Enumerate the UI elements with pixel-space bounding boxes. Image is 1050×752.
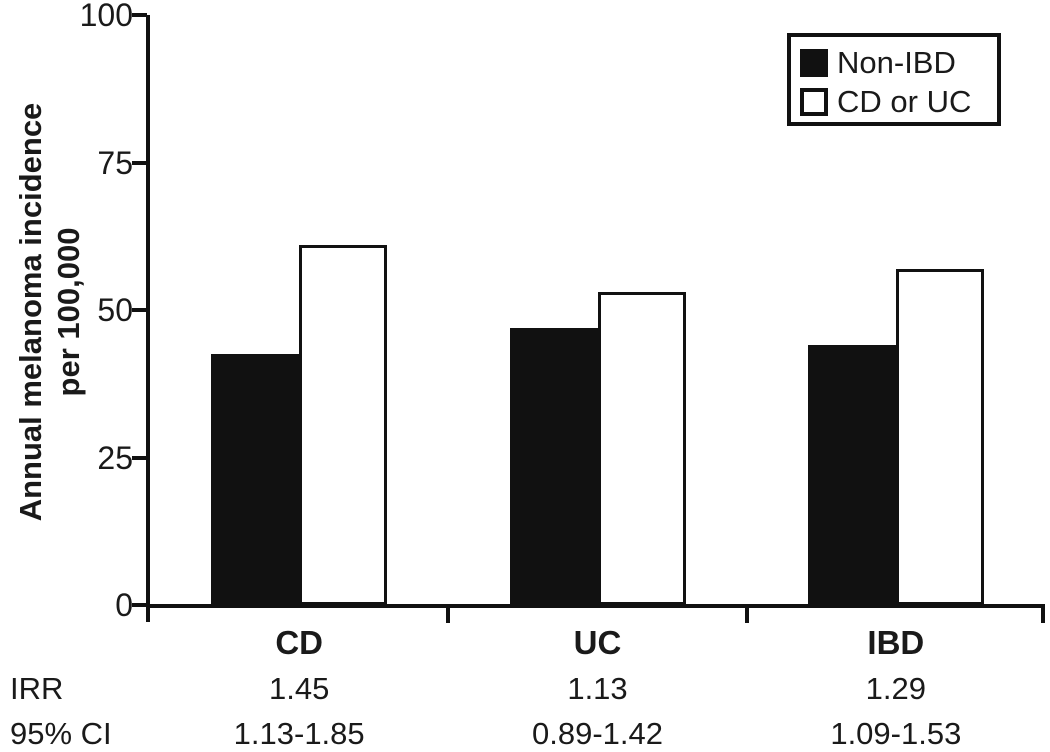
legend-swatch-open-icon — [800, 87, 828, 116]
legend-item-non-ibd: Non-IBD — [800, 43, 997, 82]
y-tick-label-0: 0 — [115, 587, 133, 623]
bar-non-ibd-cd — [211, 354, 300, 605]
category-label-uc: UC — [573, 624, 622, 661]
category-label-cd: CD — [275, 624, 323, 661]
legend-swatch-filled-icon — [800, 48, 828, 77]
bar-non-ibd-ibd — [807, 345, 896, 605]
irr-value-uc: 1.13 — [567, 671, 628, 706]
plot-area: 0 25 50 75 100 — [80, 0, 1045, 623]
x-tick-2 — [745, 606, 749, 623]
x-tick-3 — [1041, 606, 1045, 623]
irr-value-cd: 1.45 — [268, 671, 330, 706]
x-axis-line — [146, 604, 1045, 608]
x-tick-1 — [446, 606, 450, 623]
bar-non-ibd-uc — [509, 327, 598, 605]
y-tick-label-75: 75 — [97, 144, 133, 181]
y-tick-label-100: 100 — [79, 0, 133, 33]
ci-row-label: 95% CI — [10, 716, 112, 751]
y-tick-0 — [132, 603, 147, 607]
legend: Non-IBD CD or UC — [787, 33, 1001, 126]
y-tick-25 — [132, 455, 147, 460]
95-ci-value-cd: 1.13-1.85 — [233, 716, 365, 751]
95-ci-value-uc: 0.89-1.42 — [532, 716, 663, 751]
y-tick-75 — [132, 160, 147, 165]
legend-label-cd-or-uc: CD or UC — [837, 84, 972, 119]
bar-cd-or-uc-uc — [597, 292, 686, 605]
95-ci-value-ibd: 1.09-1.53 — [830, 716, 962, 751]
bar-cd-or-uc-cd — [299, 245, 388, 605]
y-tick-label-25: 25 — [97, 439, 133, 476]
y-tick-label-50: 50 — [97, 292, 133, 328]
y-tick-100 — [132, 13, 147, 17]
bar-cd-or-uc-ibd — [895, 268, 984, 605]
legend-label-non-ibd: Non-IBD — [837, 45, 956, 80]
irr-row-label: IRR — [10, 671, 64, 706]
irr-value-ibd: 1.29 — [865, 671, 926, 706]
legend-item-cd-or-uc: CD or UC — [800, 82, 997, 121]
category-label-ibd: IBD — [867, 624, 925, 661]
y-tick-50 — [132, 308, 147, 312]
y-axis-line — [146, 15, 150, 622]
